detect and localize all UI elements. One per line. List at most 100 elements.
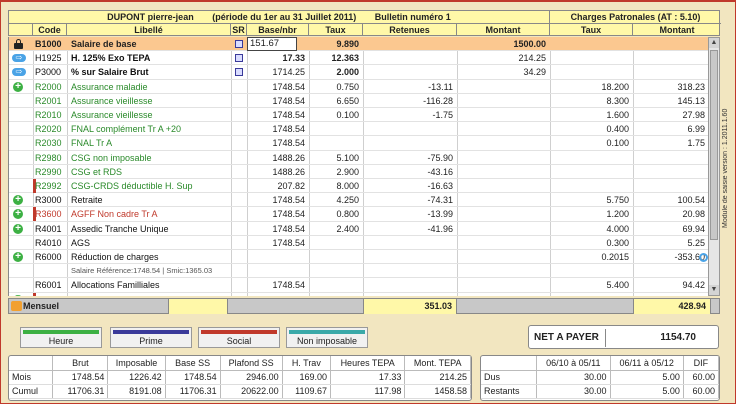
- cell-mont[interactable]: [457, 80, 550, 94]
- cell-mp[interactable]: [633, 165, 708, 179]
- col-base[interactable]: Base/nbr: [247, 24, 309, 36]
- cell-lib[interactable]: Allocations Familliales: [71, 280, 160, 291]
- cell-mont[interactable]: [457, 207, 550, 221]
- cell-lib[interactable]: AGS: [71, 237, 91, 248]
- cell-taux[interactable]: 0.800: [336, 209, 359, 220]
- table-row[interactable]: R2980 CSG non imposable 1488.26 5.100 -75.90: [9, 151, 708, 165]
- cell-mp[interactable]: 1.75: [687, 138, 705, 149]
- cell-mp[interactable]: 318.23: [677, 81, 705, 92]
- cell-code[interactable]: R2980: [35, 152, 62, 163]
- cell-mp[interactable]: [633, 264, 708, 278]
- cell-code[interactable]: R2992: [35, 181, 62, 191]
- cell-ret[interactable]: [363, 65, 457, 79]
- cell-code[interactable]: R4010: [35, 237, 62, 248]
- col-retenues[interactable]: Retenues: [363, 24, 457, 36]
- table-row[interactable]: + R3600 AGFF Non cadre Tr A 1748.54 0.800 -13…: [9, 207, 708, 222]
- cell-mp[interactable]: 94.42: [682, 280, 705, 291]
- cell-mont[interactable]: 34.29: [523, 67, 546, 78]
- cell-base[interactable]: 1748.54: [272, 81, 305, 92]
- cell-lib[interactable]: Réduction de charges: [71, 252, 159, 262]
- cell-ret[interactable]: -13.99: [427, 209, 453, 220]
- magnifier-icon[interactable]: [699, 253, 708, 262]
- cell-tp[interactable]: [550, 65, 633, 79]
- cell-mp[interactable]: 20.98: [682, 209, 705, 220]
- mensuel-input-field[interactable]: [168, 299, 228, 314]
- cell-mp[interactable]: [633, 51, 708, 65]
- cell-base[interactable]: 1748.54: [272, 209, 305, 220]
- scroll-down-icon[interactable]: ▼: [709, 285, 719, 295]
- cell-code[interactable]: R2000: [35, 81, 62, 92]
- scroll-up-icon[interactable]: ▲: [709, 38, 719, 48]
- table-row[interactable]: R2020 FNAL complément Tr A +20 1748.54 0.40…: [9, 122, 708, 137]
- cell-tp[interactable]: [550, 264, 633, 278]
- cell-base[interactable]: 1748.54: [272, 280, 305, 291]
- cell-tp[interactable]: 18.200: [601, 81, 629, 92]
- cell-base[interactable]: 1748.54: [272, 110, 305, 120]
- grid-scrollbar[interactable]: ▲ ▼: [708, 37, 720, 296]
- cell-mont[interactable]: [457, 151, 550, 165]
- cell-ret[interactable]: [363, 250, 457, 264]
- cell-taux[interactable]: 0.100: [336, 110, 359, 120]
- cell-ret[interactable]: -16.63: [427, 181, 453, 191]
- add-line-icon[interactable]: +: [13, 252, 23, 262]
- table-row[interactable]: Salaire Référence:1748.54 | Smic:1365.03: [9, 264, 708, 279]
- cell-code[interactable]: R3000: [35, 195, 62, 206]
- col-libelle[interactable]: Libellé: [67, 24, 231, 36]
- cell-ret[interactable]: -1.75: [432, 110, 453, 120]
- cell-code[interactable]: R2010: [35, 110, 62, 120]
- cell-code[interactable]: R2990: [35, 166, 62, 177]
- cell-mont[interactable]: [457, 179, 550, 193]
- cell-tp[interactable]: 5.400: [606, 280, 629, 291]
- cell-lib[interactable]: Assurance vieillesse: [71, 95, 153, 106]
- cell-taux[interactable]: [309, 236, 363, 250]
- table-row[interactable]: B1000 Salaire de base 151.67 9.890 1500.00: [9, 37, 708, 52]
- cell-lib[interactable]: Salaire Référence:1748.54 | Smic:1365.03: [71, 266, 213, 276]
- cell-ret[interactable]: [363, 122, 457, 136]
- cell-ret[interactable]: -75.90: [427, 152, 453, 163]
- add-line-icon[interactable]: +: [13, 223, 23, 234]
- add-line-icon[interactable]: +: [13, 209, 23, 220]
- col-montant[interactable]: Montant: [457, 24, 550, 36]
- cell-ret[interactable]: [363, 236, 457, 250]
- cell-lib[interactable]: Salaire de base: [71, 39, 137, 49]
- table-row[interactable]: R6001 Allocations Familliales 1748.54 5.400…: [9, 278, 708, 293]
- table-row[interactable]: R4010 AGS 1748.54 0.300 5.25: [9, 236, 708, 250]
- cell-base[interactable]: 207.82: [277, 181, 305, 191]
- cell-ret[interactable]: -43.16: [427, 166, 453, 177]
- scroll-thumb[interactable]: [710, 50, 718, 240]
- cell-tp[interactable]: 8.300: [606, 95, 629, 106]
- cell-code[interactable]: R6001: [35, 280, 62, 291]
- cell-base[interactable]: 1488.26: [272, 166, 305, 177]
- add-line-icon[interactable]: +: [13, 81, 23, 92]
- cell-code[interactable]: B1000: [35, 39, 62, 49]
- cell-tp[interactable]: 0.300: [606, 237, 629, 248]
- sr-checkbox-icon[interactable]: [235, 68, 243, 77]
- cell-mont[interactable]: [457, 108, 550, 122]
- cell-lib[interactable]: H. 125% Exo TEPA: [71, 53, 151, 64]
- cell-ret[interactable]: [363, 278, 457, 292]
- cell-base[interactable]: 17.33: [282, 53, 305, 64]
- cell-lib[interactable]: CSG non imposable: [71, 152, 152, 163]
- non-imposable-button[interactable]: Non imposable: [286, 327, 368, 348]
- cell-tp[interactable]: [550, 165, 633, 179]
- add-line-icon[interactable]: +: [13, 195, 23, 206]
- col-taux[interactable]: Taux: [309, 24, 363, 36]
- cell-base[interactable]: 1748.54: [272, 237, 305, 248]
- cell-mont[interactable]: [457, 193, 550, 207]
- col-sr[interactable]: SR: [231, 24, 247, 36]
- cell-code[interactable]: R2020: [35, 124, 62, 135]
- cell-tp[interactable]: 1.200: [606, 209, 629, 220]
- cell-taux[interactable]: 2.000: [336, 67, 359, 78]
- cell-mont[interactable]: [457, 278, 550, 292]
- cell-mp[interactable]: [633, 179, 708, 193]
- cell-tp[interactable]: 5.750: [606, 195, 629, 206]
- table-row[interactable]: ⇨ H1925 H. 125% Exo TEPA 17.33 12.363 214.25: [9, 51, 708, 66]
- pencil-icon[interactable]: [11, 301, 22, 311]
- table-row[interactable]: + R4001 Assedic Tranche Unique 1748.54 2.400…: [9, 222, 708, 236]
- cell-code[interactable]: R4001: [35, 223, 62, 234]
- table-row[interactable]: R2990 CSG et RDS 1488.26 2.900 -43.16: [9, 165, 708, 179]
- cell-lib[interactable]: CSG et RDS: [71, 166, 123, 177]
- cell-mont[interactable]: [457, 94, 550, 108]
- cell-ret[interactable]: [363, 136, 457, 150]
- cell-lib[interactable]: FNAL complément Tr A +20: [71, 124, 181, 135]
